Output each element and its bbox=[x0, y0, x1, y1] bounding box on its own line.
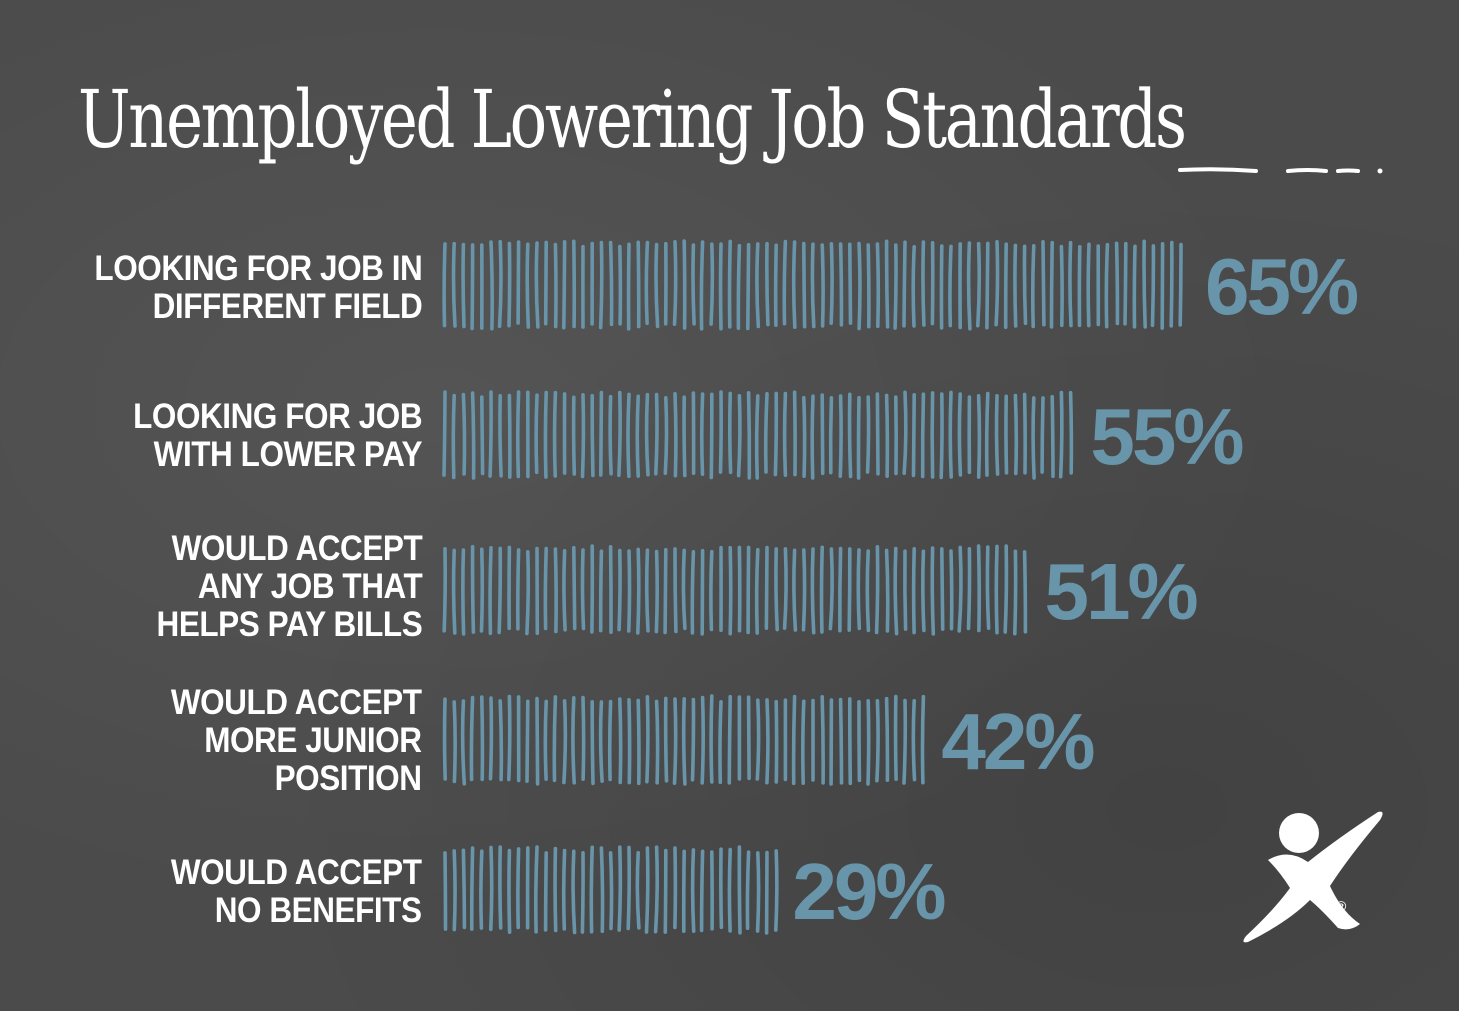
bar-3 bbox=[442, 694, 926, 786]
category-label-3: WOULD ACCEPT MORE JUNIOR POSITION bbox=[171, 683, 422, 798]
category-label-1: LOOKING FOR JOB WITH LOWER PAY bbox=[132, 397, 422, 474]
value-label-4: 29% bbox=[792, 847, 945, 936]
value-label-2: 51% bbox=[1045, 547, 1198, 636]
title-dashes-decoration bbox=[1178, 167, 1383, 174]
svg-text:®: ® bbox=[1336, 898, 1347, 914]
chart-title: Unemployed Lowering Job Standards bbox=[78, 73, 1187, 166]
person-x-logo-icon: ® bbox=[1243, 811, 1383, 943]
bar-4 bbox=[443, 845, 779, 935]
bar-2 bbox=[442, 544, 1028, 636]
category-label-4: WOULD ACCEPT NO BENEFITS bbox=[171, 853, 422, 930]
value-label-1: 55% bbox=[1090, 392, 1243, 481]
value-label-0: 65% bbox=[1205, 242, 1358, 331]
category-label-0: LOOKING FOR JOB IN DIFFERENT FIELD bbox=[94, 249, 422, 326]
value-label-3: 42% bbox=[941, 697, 1094, 786]
bar-0 bbox=[442, 239, 1183, 331]
bar-1 bbox=[442, 390, 1074, 480]
category-label-2: WOULD ACCEPT ANY JOB THAT HELPS PAY BILL… bbox=[156, 529, 422, 644]
